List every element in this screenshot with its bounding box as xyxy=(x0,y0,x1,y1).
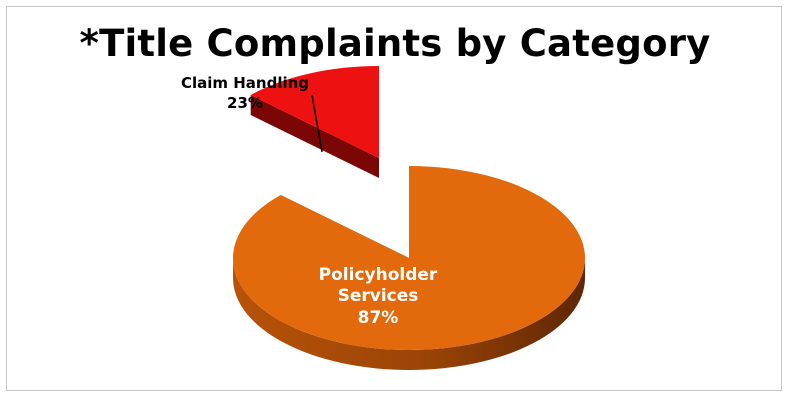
slice-label-claim-handling-percent: 23% xyxy=(227,94,263,112)
chart-title: *Title Complaints by Category xyxy=(79,22,711,65)
slice-label-policyholder-name: Policyholder xyxy=(319,265,438,285)
slice-policyholder xyxy=(233,166,585,350)
slice-label-policyholder-percent: 87% xyxy=(358,308,399,328)
slice-label-claim-handling-name: Claim Handling xyxy=(181,74,309,92)
slice-cut-claim-handling-0 xyxy=(250,95,379,178)
slice-label-policyholder-name2: Services xyxy=(338,286,419,306)
slice-side-policyholder xyxy=(233,258,585,370)
claim-handling-leader-line xyxy=(311,94,323,153)
